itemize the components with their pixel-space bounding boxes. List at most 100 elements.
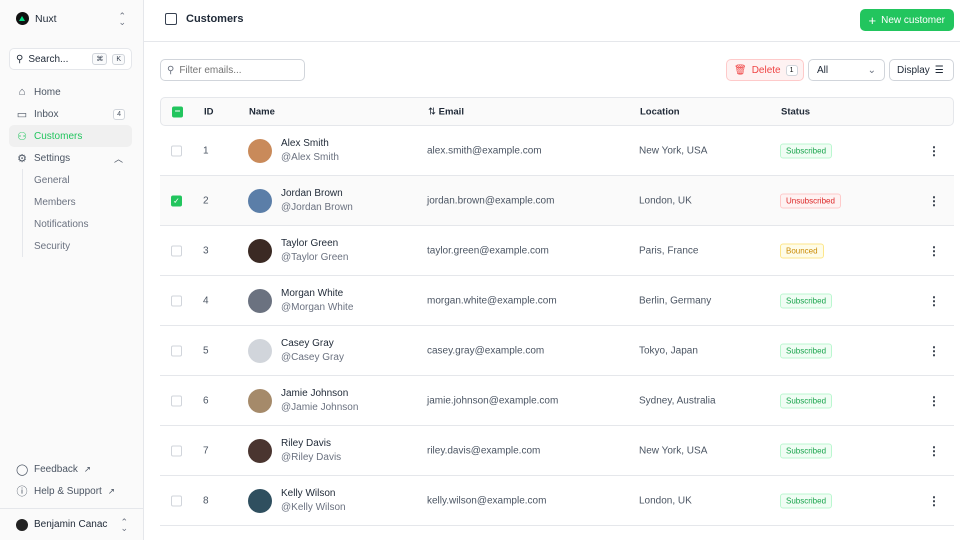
sidebar-item-inbox[interactable]: ▭ Inbox 4 [9, 103, 132, 125]
table-row: 8 Kelly Wilson @Kelly Wilson kelly.wilson… [160, 476, 954, 526]
sidebar-item-label: General [34, 174, 70, 186]
column-status: Status [781, 106, 811, 117]
team-switcher[interactable]: Nuxt ⌃ ⌄ [16, 11, 126, 26]
customer-location: Paris, France [639, 245, 699, 256]
search-icon: ⚲ [167, 64, 175, 76]
table-row: 3 Taylor Green @Taylor Green taylor.green… [160, 226, 954, 276]
row-id: 4 [203, 295, 209, 306]
customer-email: jordan.brown@example.com [427, 195, 555, 206]
feedback-label: Feedback [34, 463, 78, 475]
sidebar-item-label: Customers [34, 130, 83, 142]
display-button[interactable]: Display ☰ [889, 59, 954, 81]
sidebar-item-general[interactable]: General [34, 169, 132, 191]
kbd-k: K [112, 53, 125, 65]
external-link-icon: ↗ [107, 486, 115, 496]
row-checkbox[interactable] [171, 495, 182, 506]
row-checkbox[interactable] [171, 345, 182, 356]
status-badge: Subscribed [780, 443, 833, 458]
gear-icon: ⚙ [17, 152, 27, 165]
status-badge: Unsubscribed [780, 193, 841, 208]
sliders-icon: ☰ [934, 64, 944, 76]
customer-name-cell: Alex Smith @Alex Smith [281, 137, 339, 165]
nuxt-logo [16, 12, 29, 25]
new-customer-button[interactable]: + New customer [859, 9, 954, 31]
chevron-down-icon: ⌄ [867, 64, 876, 76]
customer-name-cell: Taylor Green @Taylor Green [281, 237, 348, 265]
customer-handle: @Alex Smith [281, 151, 339, 163]
users-icon: ⚇ [17, 130, 27, 143]
more-vertical-icon[interactable]: ⋮ [928, 243, 940, 258]
customer-name-cell: Jamie Johnson @Jamie Johnson [281, 387, 358, 415]
customer-handle: @Morgan White [281, 301, 354, 313]
customer-handle: @Kelly Wilson [281, 501, 346, 513]
row-checkbox[interactable] [171, 395, 182, 406]
row-checkbox[interactable] [171, 445, 182, 456]
more-vertical-icon[interactable]: ⋮ [928, 393, 940, 408]
sidebar-item-label: Inbox [34, 108, 59, 120]
customer-email: taylor.green@example.com [427, 245, 549, 256]
more-vertical-icon[interactable]: ⋮ [928, 493, 940, 508]
customer-location: New York, USA [639, 445, 708, 456]
table-row: 4 Morgan White @Morgan White morgan.white… [160, 276, 954, 326]
sidebar: Nuxt ⌃ ⌄ ⚲ Search... ⌘ K ⌂ Home ▭ Inbox 4 ⚇ C… [0, 0, 144, 540]
row-id: 3 [203, 245, 209, 256]
avatar [248, 388, 272, 413]
filter-emails-input[interactable] [179, 64, 290, 76]
sidebar-item-label: Security [34, 240, 71, 252]
status-badge: Subscribed [780, 343, 833, 358]
sidebar-item-customers[interactable]: ⚇ Customers [9, 125, 132, 147]
table-header: – ID Name ⇅ Email Location Status [160, 97, 954, 126]
more-vertical-icon[interactable]: ⋮ [928, 193, 940, 208]
plus-icon: + [868, 12, 877, 28]
new-customer-label: New customer [881, 14, 945, 26]
sidebar-collapse-icon[interactable] [165, 13, 177, 25]
select-all-checkbox[interactable]: – [172, 106, 183, 117]
info-icon: ⓘ [16, 486, 28, 498]
sidebar-item-settings[interactable]: ⚙ Settings ︿ [9, 147, 132, 169]
help-support-link[interactable]: ⓘ Help & Support ↗ [9, 480, 132, 502]
row-checkbox[interactable] [171, 295, 182, 306]
customer-name: Alex Smith [281, 137, 329, 149]
user-menu[interactable]: Benjamin Canac ⌃ ⌄ [0, 508, 144, 540]
search-button[interactable]: ⚲ Search... ⌘ K [9, 48, 132, 70]
status-filter-value: All [817, 64, 829, 76]
delete-button[interactable]: 🗑 Delete 1 [726, 59, 804, 81]
status-badge: Subscribed [780, 293, 833, 308]
more-vertical-icon[interactable]: ⋮ [928, 443, 940, 458]
sidebar-item-label: Notifications [34, 218, 89, 230]
row-checkbox[interactable]: ✓ [171, 195, 182, 206]
customer-name: Jordan Brown [281, 187, 343, 199]
feedback-link[interactable]: ◯ Feedback ↗ [9, 458, 132, 480]
row-id: 6 [203, 395, 209, 406]
customer-email: alex.smith@example.com [427, 145, 542, 156]
sidebar-item-members[interactable]: Members [34, 191, 132, 213]
more-vertical-icon[interactable]: ⋮ [928, 293, 940, 308]
chevron-up-down-icon: ⌃ ⌄ [120, 516, 128, 533]
more-vertical-icon[interactable]: ⋮ [928, 343, 940, 358]
avatar [248, 188, 272, 213]
sidebar-item-home[interactable]: ⌂ Home [9, 81, 132, 103]
more-vertical-icon[interactable]: ⋮ [928, 143, 940, 158]
row-checkbox[interactable] [171, 145, 182, 156]
customer-email: riley.davis@example.com [427, 445, 541, 456]
avatar [248, 488, 272, 513]
customer-handle: @Riley Davis [281, 451, 342, 463]
search-label: Search... [28, 53, 69, 65]
filter-emails-input-wrapper[interactable]: ⚲ [160, 59, 305, 81]
status-filter-select[interactable]: All ⌄ [808, 59, 885, 81]
chat-icon: ◯ [16, 463, 29, 476]
column-email-sort[interactable]: ⇅ Email [428, 106, 464, 117]
help-label: Help & Support [34, 485, 102, 497]
avatar [248, 138, 272, 163]
sidebar-item-notifications[interactable]: Notifications [34, 213, 132, 235]
chevron-up-icon: ︿ [113, 153, 123, 164]
table-row: 5 Casey Gray @Casey Gray casey.gray@examp… [160, 326, 954, 376]
customer-location: Sydney, Australia [639, 395, 716, 406]
inbox-count-badge: 4 [113, 108, 125, 120]
customer-name: Jamie Johnson [281, 387, 349, 399]
delete-count: 1 [785, 64, 798, 76]
row-checkbox[interactable] [171, 245, 182, 256]
sidebar-item-security[interactable]: Security [34, 235, 132, 257]
customers-table: – ID Name ⇅ Email Location Status 1 Alex… [160, 97, 954, 526]
customer-name-cell: Jordan Brown @Jordan Brown [281, 187, 353, 215]
